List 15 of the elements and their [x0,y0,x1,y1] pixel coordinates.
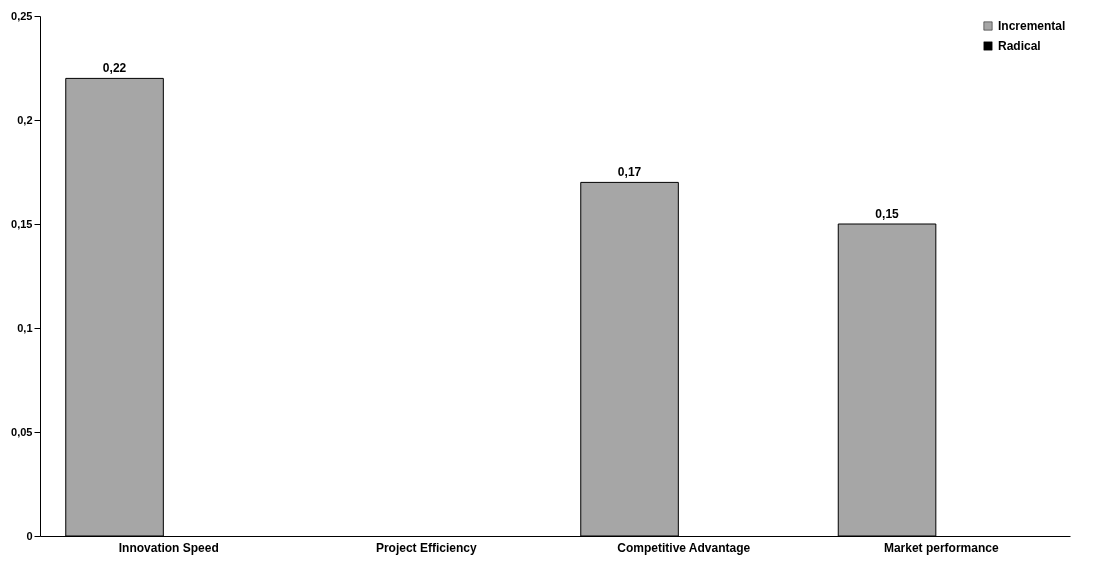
legend-label: Incremental [998,19,1066,33]
y-tick-label: 0,2 [17,113,33,126]
x-tick-label: Innovation Speed [118,540,219,555]
data-label: 0,15 [875,207,900,221]
data-label: 0,22 [102,61,127,76]
x-tick-label: Project Efficiency [375,540,477,555]
y-tick-label: 0,15 [11,217,33,230]
x-tick-label: Market performance [883,540,999,555]
y-tick-label: 0,25 [11,9,33,22]
y-tick-label: 0,05 [11,425,33,438]
legend-label: Radical [998,39,1041,53]
data-label: 0,17 [617,165,642,180]
y-tick-label: 0,1 [17,321,33,334]
y-tick-label: 0 [26,529,33,542]
x-tick-label: Competitive Advantage [617,540,751,555]
